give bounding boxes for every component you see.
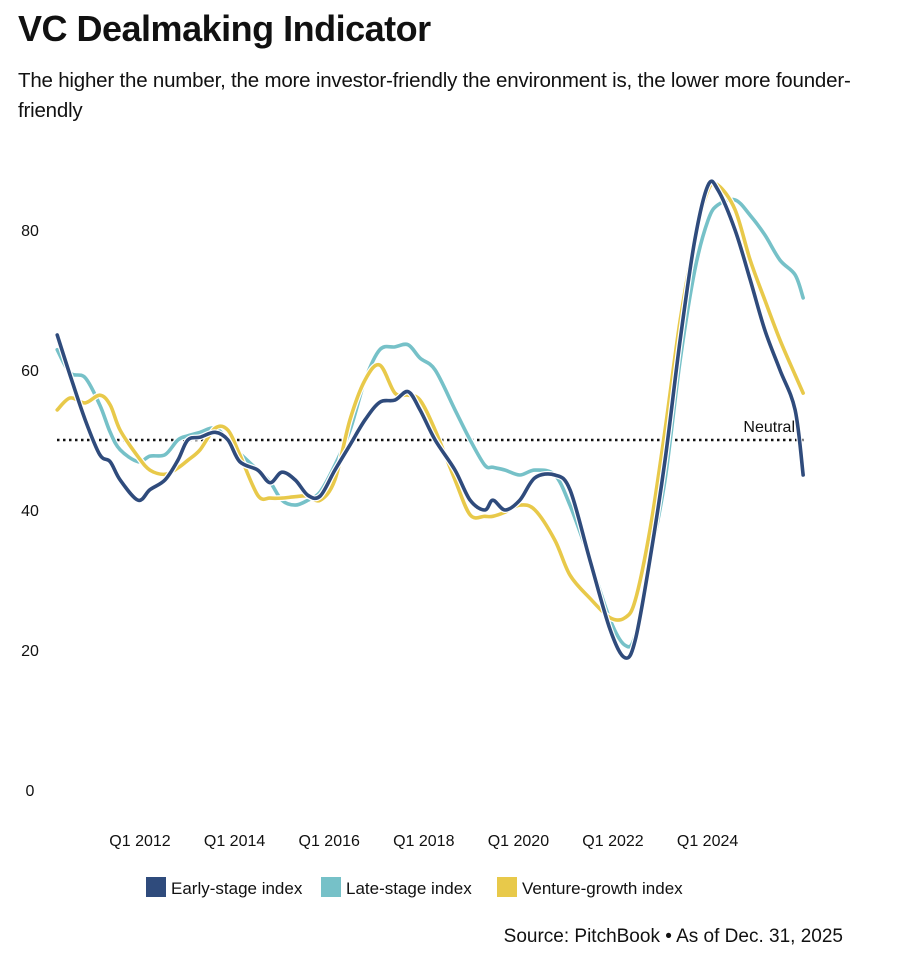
- chart-subtitle: The higher the number, the more investor…: [18, 69, 851, 122]
- source-note: Source: PitchBook • As of Dec. 31, 2025: [504, 926, 843, 947]
- series-line-early-stage-index: [55, 179, 805, 660]
- legend: Early-stage index Late-stage index Venture…: [146, 877, 683, 898]
- x-tick-label: Q1 2018: [393, 833, 454, 850]
- y-axis: 0 20 40 60 80: [21, 223, 39, 800]
- legend-label: Venture-growth index: [522, 879, 683, 898]
- series-lines: [54, 178, 807, 662]
- y-tick-label: 80: [21, 223, 39, 240]
- x-tick-label: Q1 2022: [582, 833, 643, 850]
- x-tick-label: Q1 2016: [299, 833, 360, 850]
- x-axis: Q1 2012 Q1 2014 Q1 2016 Q1 2018 Q1 2020 Q1 20…: [109, 833, 738, 850]
- chart-title: VC Dealmaking Indicator: [18, 8, 431, 49]
- y-tick-label: 60: [21, 363, 39, 380]
- y-tick-label: 0: [26, 783, 35, 800]
- legend-swatch: [321, 877, 341, 897]
- legend-label: Early-stage index: [171, 879, 303, 898]
- legend-label: Late-stage index: [346, 879, 472, 898]
- neutral-label: Neutral: [743, 419, 795, 436]
- x-tick-label: Q1 2012: [109, 833, 170, 850]
- legend-swatch: [497, 877, 517, 897]
- x-tick-label: Q1 2014: [204, 833, 265, 850]
- x-tick-label: Q1 2020: [488, 833, 549, 850]
- legend-swatch: [146, 877, 166, 897]
- x-tick-label: Q1 2024: [677, 833, 738, 850]
- y-tick-label: 20: [21, 643, 39, 660]
- y-tick-label: 40: [21, 503, 39, 520]
